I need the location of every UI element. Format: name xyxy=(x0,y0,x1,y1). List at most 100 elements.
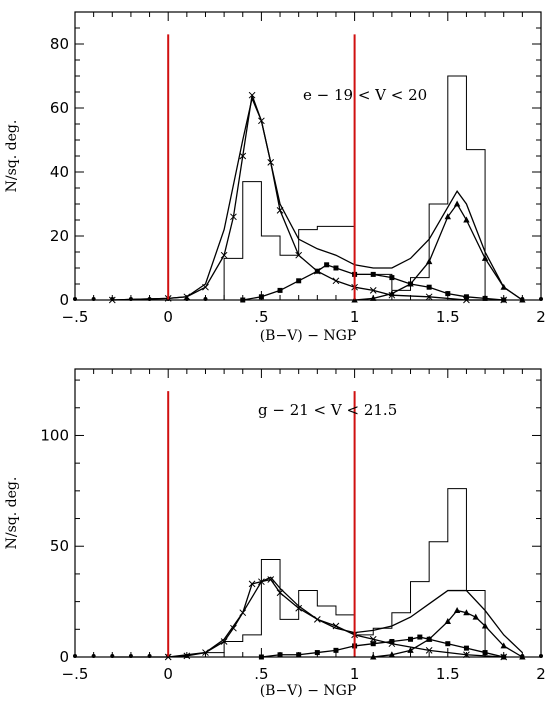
bottom-annotation: g − 21 < V < 21.5 xyxy=(258,401,397,419)
bottom-plot-frame xyxy=(74,368,542,658)
bottom-series-3-point xyxy=(481,622,489,629)
bottom-series-2-point xyxy=(408,636,414,642)
top-series-line-0 xyxy=(112,96,523,301)
bottom-series-3-point xyxy=(463,609,470,616)
top-annotation: e − 19 < V < 20 xyxy=(303,86,427,104)
bottom-series-1-point xyxy=(332,622,340,630)
bottom-series-1-point xyxy=(425,647,433,654)
bottom-series-1-point xyxy=(202,649,209,656)
bottom-series-2-point xyxy=(370,641,376,647)
top-series-1-point xyxy=(220,251,228,259)
bottom-y-axis-label: N/sq. deg. xyxy=(4,477,20,550)
top-series-3-point xyxy=(388,290,396,297)
top-series-2-point xyxy=(482,295,488,301)
top-plot-frame xyxy=(74,11,542,301)
top-series-1-point xyxy=(258,117,265,125)
top-series-1-point xyxy=(295,251,303,259)
top-y-tick-label: 20 xyxy=(50,227,69,245)
bottom-series-3-point xyxy=(407,646,414,653)
bottom-series-1-point xyxy=(295,604,303,612)
bottom-x-tick-label: 1 xyxy=(350,665,360,683)
bottom-series-2-point xyxy=(296,652,302,658)
top-data-marks xyxy=(73,34,543,304)
top-series-1-point xyxy=(425,293,433,301)
bottom-x-tick-labels: −.5 0 .5 1 1.5 2 xyxy=(62,665,546,683)
bottom-x-tick-label: 2 xyxy=(536,665,546,683)
top-series-3-point xyxy=(444,213,451,220)
top-y-tick-label: 80 xyxy=(50,35,69,53)
top-series-2-point xyxy=(333,265,339,271)
bottom-series-1-point xyxy=(220,638,228,645)
bottom-y-tick-labels: 0 50 100 xyxy=(40,426,69,666)
top-axis-ticks xyxy=(74,11,542,301)
top-series-3-point xyxy=(481,254,489,261)
bottom-series-2-point xyxy=(445,641,451,647)
top-series-2-point xyxy=(324,262,330,268)
top-series-2-point xyxy=(277,287,283,293)
bottom-series-1-point xyxy=(276,589,284,597)
bottom-series-3-point xyxy=(472,613,479,620)
top-y-tick-label: 0 xyxy=(59,291,69,309)
bottom-x-tick-label: 1.5 xyxy=(436,665,460,683)
top-series-1-point xyxy=(202,283,209,291)
bottom-series-2-point xyxy=(389,638,395,644)
top-series-3-point xyxy=(453,200,461,207)
bottom-x-tick-label: 0 xyxy=(163,665,173,683)
bottom-y-tick-label: 0 xyxy=(59,648,69,666)
top-series-line-2 xyxy=(242,264,504,301)
bottom-series-1-point xyxy=(313,615,321,623)
top-series-1-point xyxy=(183,293,191,301)
top-series-2-point xyxy=(445,291,451,297)
top-series-line-1 xyxy=(112,94,504,301)
bottom-data-marks xyxy=(73,391,543,661)
top-x-tick-label: .5 xyxy=(254,308,268,326)
top-series-2-point xyxy=(370,271,376,277)
top-y-tick-label: 40 xyxy=(50,163,69,181)
bottom-series-2-point xyxy=(417,634,423,640)
top-series-1-point xyxy=(332,277,340,285)
top-series-1-point xyxy=(369,287,377,294)
bottom-histogram xyxy=(75,488,486,658)
bottom-series-2-point xyxy=(333,647,339,653)
top-x-tick-label: 1.5 xyxy=(436,308,460,326)
top-series-3-point xyxy=(463,216,470,223)
bottom-series-3-point xyxy=(444,618,451,625)
top-series-2-point xyxy=(296,278,302,284)
top-series-2-point xyxy=(389,275,395,281)
top-series-2-point xyxy=(258,294,264,300)
bottom-series-1-point xyxy=(248,580,256,588)
top-x-tick-label: 0 xyxy=(163,308,173,326)
bottom-series-3-point xyxy=(388,651,396,658)
top-x-tick-labels: −.5 0 .5 1 1.5 2 xyxy=(62,308,546,326)
bottom-y-tick-label: 50 xyxy=(50,537,69,555)
bottom-x-tick-label: .5 xyxy=(254,665,268,683)
bottom-series-line-0 xyxy=(112,576,523,658)
top-series-3-point xyxy=(500,283,507,290)
top-series-1-point xyxy=(267,159,275,166)
bottom-series-2-point xyxy=(463,645,469,651)
top-series-3-point xyxy=(407,280,414,287)
bottom-series-1-point xyxy=(267,576,275,583)
bottom-series-2-point xyxy=(277,652,283,658)
top-y-axis-label: N/sq. deg. xyxy=(4,120,20,193)
top-series-2-point xyxy=(426,284,432,290)
bottom-y-tick-label: 100 xyxy=(40,426,69,444)
top-series-line-3 xyxy=(354,202,523,301)
bottom-series-1-point xyxy=(230,624,237,632)
bottom-series-1-point xyxy=(239,609,247,617)
top-series-2-point xyxy=(314,268,320,274)
top-series-2-point xyxy=(463,294,469,300)
bottom-x-tick-label: −.5 xyxy=(62,665,89,683)
top-histogram xyxy=(75,75,486,301)
top-x-tick-label: −.5 xyxy=(62,308,89,326)
top-x-axis-label: (B−V) − NGP xyxy=(260,328,357,344)
top-x-tick-label: 2 xyxy=(536,308,546,326)
bottom-series-1-point xyxy=(258,578,265,586)
top-y-tick-labels: 0 20 40 60 80 xyxy=(50,35,69,309)
top-series-1-point xyxy=(276,207,284,214)
bottom-series-2-point xyxy=(482,650,488,656)
top-series-1-point xyxy=(230,213,237,221)
